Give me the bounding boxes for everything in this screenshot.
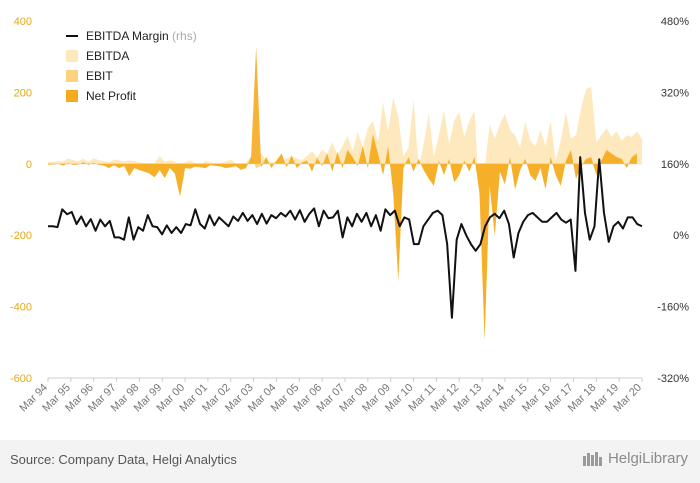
y-left-tick-label: 200 bbox=[14, 87, 32, 99]
plot-lines bbox=[48, 156, 643, 319]
legend-swatch bbox=[66, 90, 78, 102]
y-right-tick-label: -320% bbox=[657, 373, 689, 385]
ebitda-margin-line bbox=[48, 156, 643, 319]
y-right-tick-label: 160% bbox=[661, 159, 689, 171]
legend-label: EBITDA Margin (rhs) bbox=[86, 29, 197, 43]
footer: Source: Company Data, Helgi Analytics He… bbox=[0, 440, 700, 483]
y-axis-right: 480% 320% 160% 0% -160% -320% bbox=[657, 16, 689, 385]
y-axis-left: 400 200 0 -200 -400 -600 bbox=[10, 16, 32, 385]
library-logo-icon bbox=[582, 451, 602, 466]
chart: 400 200 0 -200 -400 -600 480% 320% 160% 0% -160% -… bbox=[10, 16, 689, 414]
legend-swatch bbox=[66, 70, 78, 82]
y-left-tick-label: 400 bbox=[14, 16, 32, 28]
net-profit-area bbox=[48, 45, 637, 341]
legend-swatch bbox=[66, 50, 78, 62]
y-left-tick-label: -400 bbox=[10, 302, 32, 314]
y-left-tick-label: 0 bbox=[26, 159, 32, 171]
legend: EBITDA Margin (rhs) EBITDA EBIT Net Profit bbox=[66, 29, 197, 103]
y-right-tick-label: -160% bbox=[657, 302, 689, 314]
ebitda-area bbox=[48, 87, 642, 200]
y-right-tick-label: 480% bbox=[661, 16, 689, 28]
y-left-tick-label: -600 bbox=[10, 373, 32, 385]
source-note: Source: Company Data, Helgi Analytics bbox=[10, 452, 237, 467]
brand-logo: HelgiLibrary bbox=[582, 450, 688, 467]
legend-suffix: (rhs) bbox=[169, 29, 197, 43]
y-right-tick-label: 0% bbox=[673, 230, 689, 242]
y-right-tick-label: 320% bbox=[661, 87, 689, 99]
legend-label: EBIT bbox=[86, 69, 113, 83]
legend-label: EBITDA bbox=[86, 49, 129, 63]
y-left-tick-label: -200 bbox=[10, 230, 32, 242]
plot-areas bbox=[48, 45, 642, 341]
grid bbox=[48, 163, 642, 379]
brand-name: HelgiLibrary bbox=[607, 450, 688, 467]
legend-label: Net Profit bbox=[86, 89, 137, 103]
